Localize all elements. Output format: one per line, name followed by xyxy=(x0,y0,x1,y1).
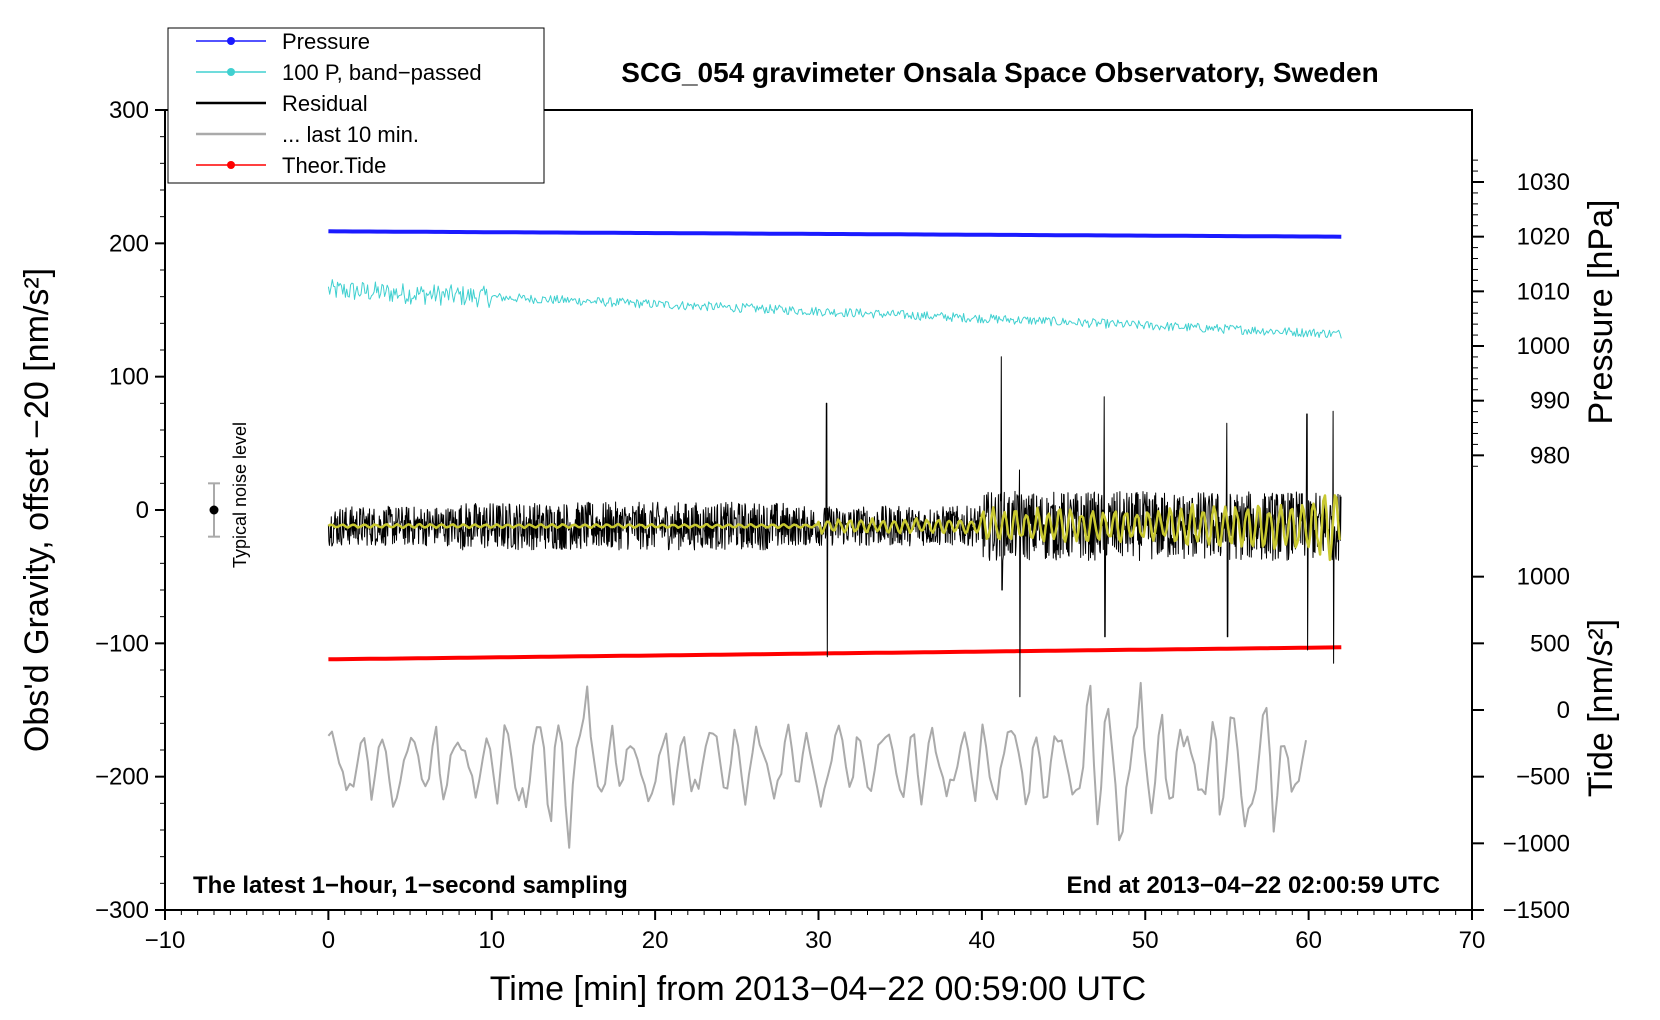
legend-label: Theor.Tide xyxy=(282,153,386,178)
series-residual-smoothed xyxy=(327,494,1341,562)
tide-tick-label: 1000 xyxy=(1517,564,1570,591)
axes: −10 0 10 20 30 40 50 60 70−300−200−1000100200300… xyxy=(95,97,1570,954)
tide-tick-label: −1500 xyxy=(1503,897,1570,924)
x-tick-label: 20 xyxy=(642,927,669,954)
noise-center-dot xyxy=(209,505,219,515)
legend-label: Pressure xyxy=(282,29,370,54)
chart-title: SCG_054 gravimeter Onsala Space Observat… xyxy=(621,57,1378,88)
note-end-time: End at 2013−04−22 02:00:59 UTC xyxy=(1066,872,1440,899)
pressure-tick-label: 1030 xyxy=(1517,169,1570,196)
noise-level-indicator: Typical noise level xyxy=(208,422,250,568)
y-tick-label: 100 xyxy=(109,364,149,391)
pressure-tick-label: 990 xyxy=(1530,388,1570,415)
x-tick-label: 10 xyxy=(478,927,505,954)
series-pressure xyxy=(328,229,1342,239)
y-tick-label: −300 xyxy=(95,897,149,924)
series-pressure-bandpassed xyxy=(327,279,1342,339)
x-axis-title: Time [min] from 2013−04−22 00:59:00 UTC xyxy=(490,970,1146,1008)
pressure-tick-label: 980 xyxy=(1530,442,1570,469)
note-sampling: The latest 1−hour, 1−second sampling xyxy=(193,872,628,899)
x-tick-label: 40 xyxy=(969,927,996,954)
tide-tick-label: 0 xyxy=(1557,697,1570,724)
y-tick-label: −100 xyxy=(95,630,149,657)
tide-tick-label: 500 xyxy=(1530,630,1570,657)
x-tick-label: 0 xyxy=(322,927,335,954)
y-tick-label: 200 xyxy=(109,230,149,257)
x-tick-label: 30 xyxy=(805,927,832,954)
y-tick-label: −200 xyxy=(95,764,149,791)
x-tick-label: −10 xyxy=(145,927,186,954)
tide-tick-label: −1000 xyxy=(1503,830,1570,857)
legend-marker xyxy=(227,37,235,45)
y-axis-title-tide: Tide [nm/s²] xyxy=(1582,619,1620,797)
y-tick-label: 300 xyxy=(109,97,149,124)
x-tick-label: 70 xyxy=(1459,927,1486,954)
x-tick-label: 50 xyxy=(1132,927,1159,954)
y-tick-label: 0 xyxy=(136,497,149,524)
legend-box xyxy=(167,27,545,184)
series-layer xyxy=(327,229,1342,849)
legend-label: ... last 10 min. xyxy=(282,122,419,147)
series-theoretical-tide xyxy=(328,645,1342,662)
legend: Pressure 100 P, band−passed Residual ... la… xyxy=(167,27,545,184)
legend-marker xyxy=(227,161,235,169)
legend-label: Residual xyxy=(282,91,368,116)
y-axis-title-pressure: Pressure [hPa] xyxy=(1582,200,1620,425)
pressure-tick-label: 1020 xyxy=(1517,224,1570,251)
pressure-tick-label: 1000 xyxy=(1517,333,1570,360)
tide-tick-label: −500 xyxy=(1516,764,1570,791)
legend-marker xyxy=(227,68,235,76)
noise-level-label: Typical noise level xyxy=(230,422,250,568)
series-last-10-min xyxy=(327,681,1307,849)
x-tick-label: 60 xyxy=(1295,927,1322,954)
y-axis-title-left: Obs'd Gravity, offset −20 [nm/s²] xyxy=(18,268,56,752)
pressure-tick-label: 1010 xyxy=(1517,278,1570,305)
legend-label: 100 P, band−passed xyxy=(282,60,482,85)
